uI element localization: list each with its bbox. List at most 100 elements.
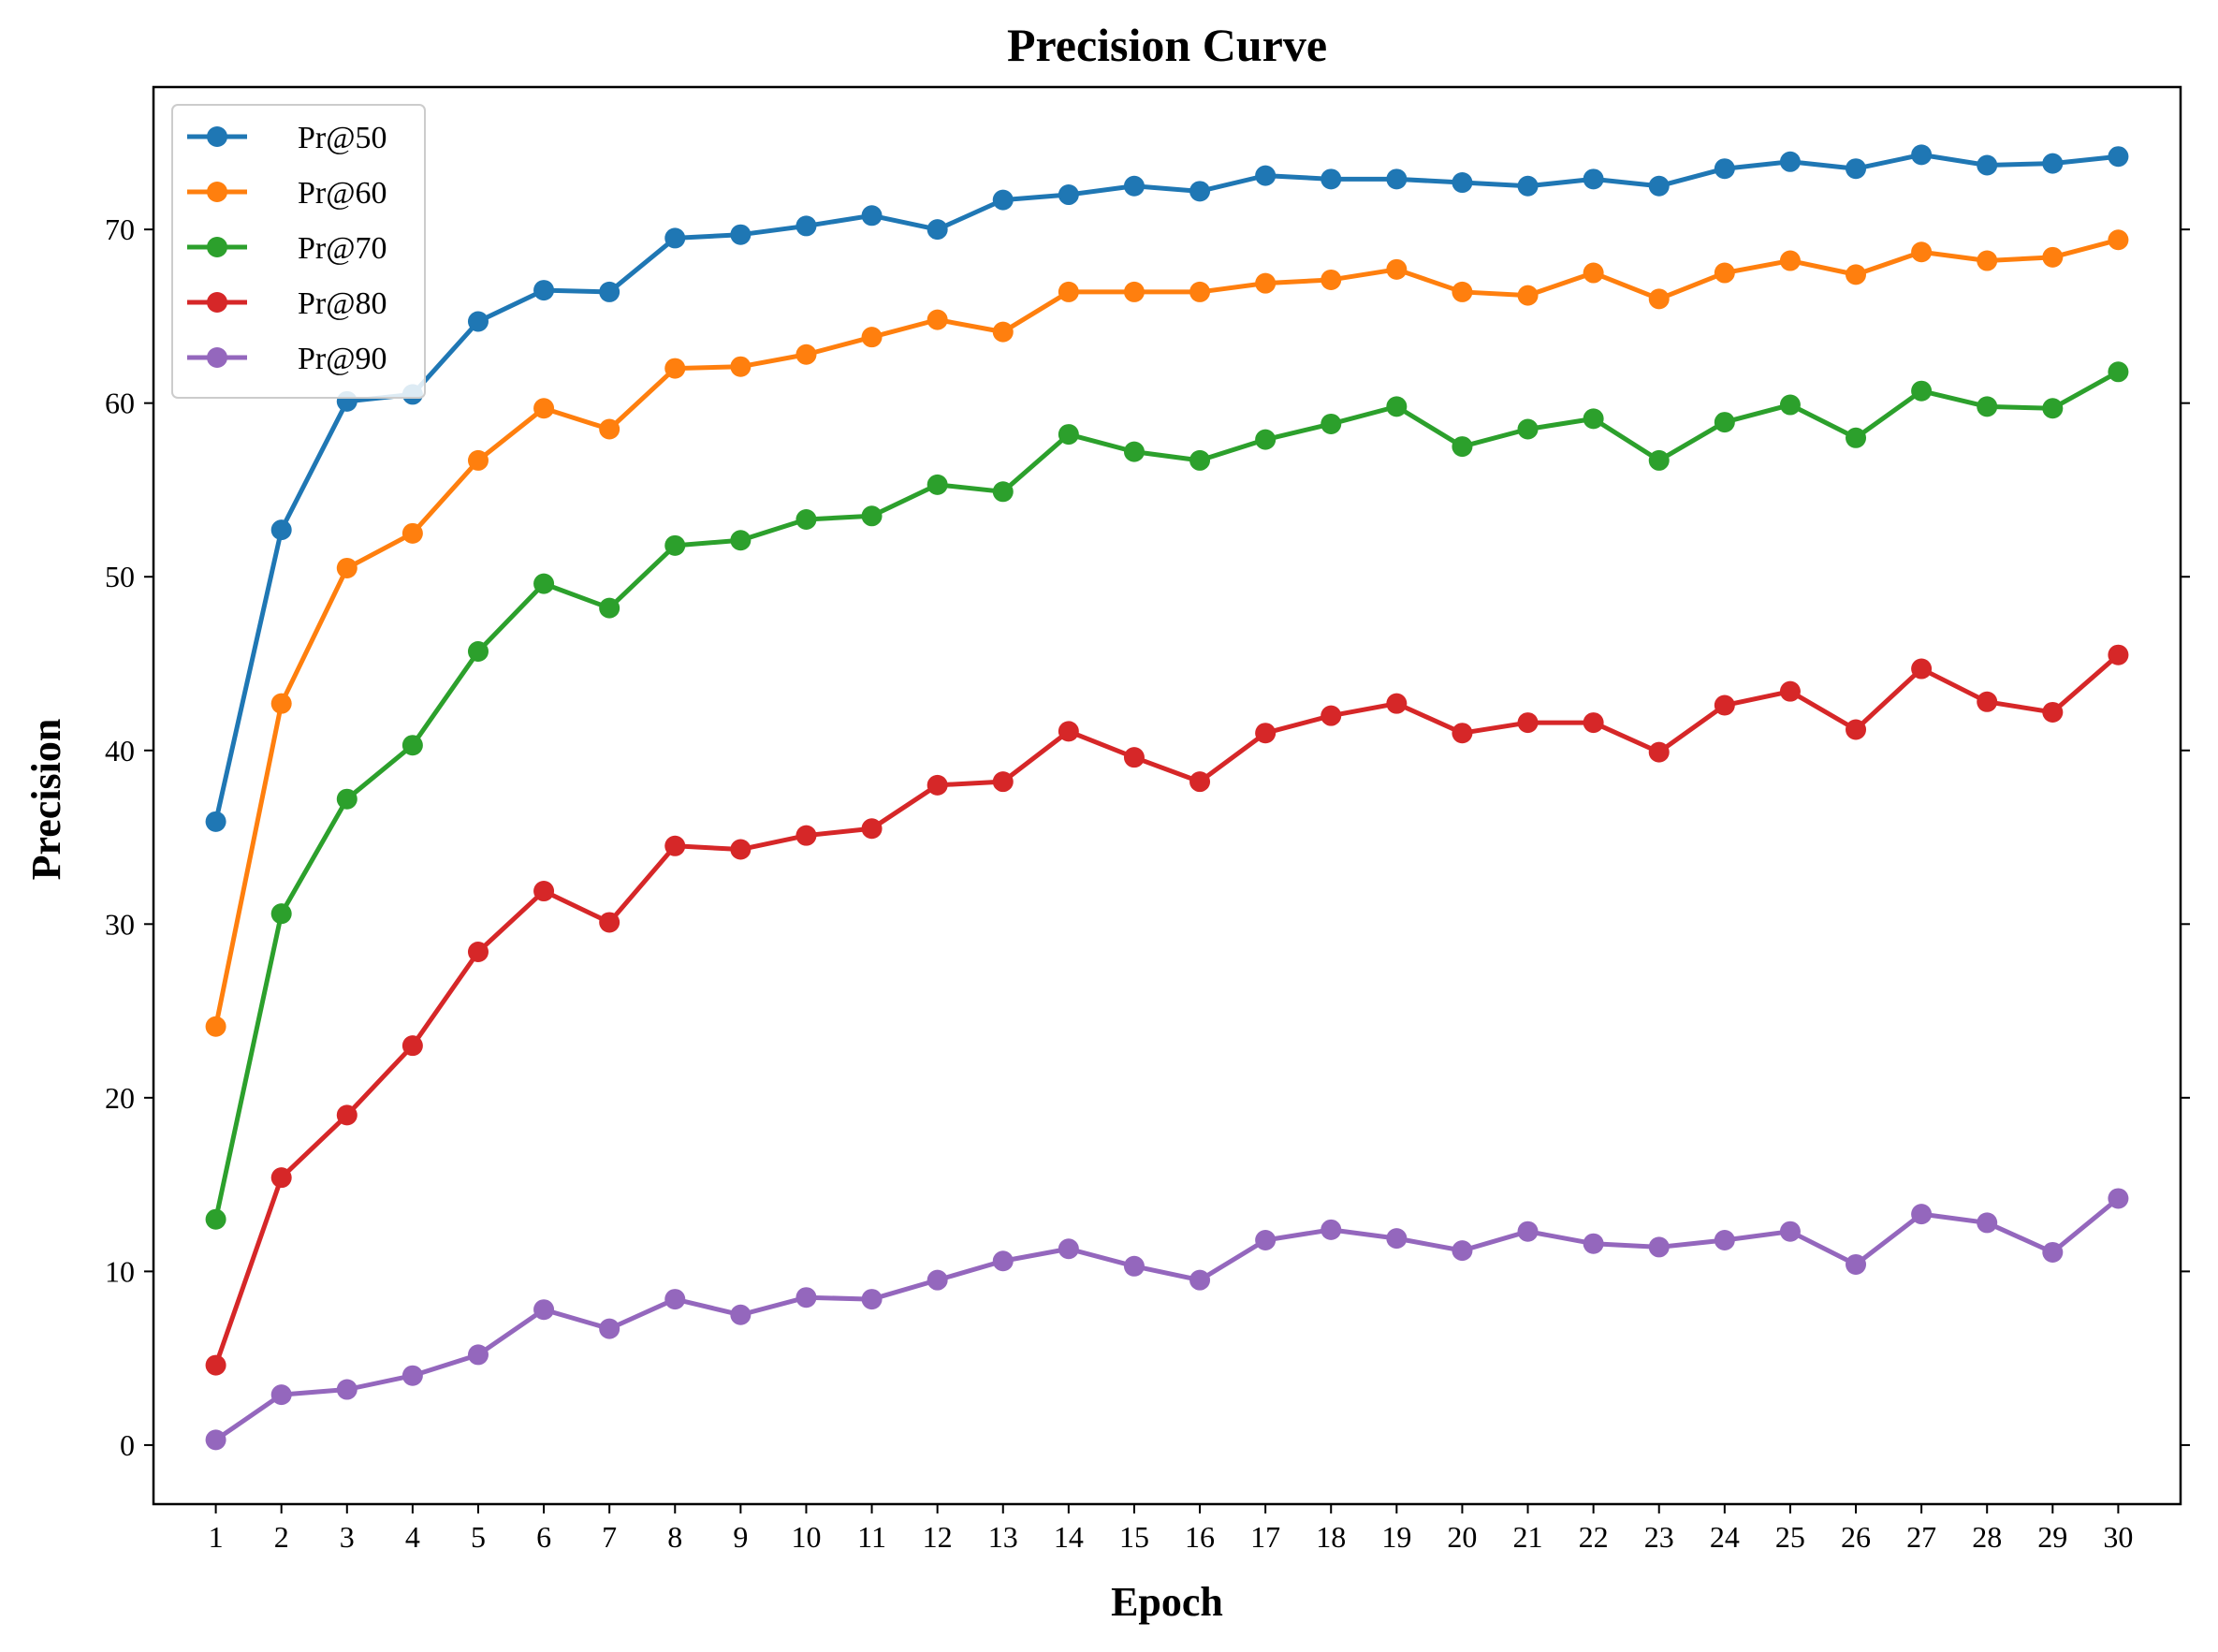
data-point: [730, 839, 751, 860]
data-point: [927, 219, 948, 241]
x-tick-label: 19: [1381, 1520, 1411, 1554]
data-point: [401, 735, 423, 756]
data-point: [1648, 288, 1670, 310]
series-lines: [205, 144, 2129, 1451]
data-point: [2042, 1241, 2064, 1263]
data-point: [1977, 250, 1998, 271]
legend-item: Pr@80: [187, 286, 387, 321]
series-line: [213, 152, 2121, 825]
legend-marker: [207, 126, 227, 147]
data-point: [2042, 398, 2064, 419]
data-point: [1386, 1228, 1408, 1250]
x-tick-label: 29: [2037, 1520, 2067, 1554]
series-line: [213, 1195, 2121, 1442]
legend-label: Pr@90: [298, 342, 387, 376]
data-point: [1846, 158, 1867, 180]
data-point: [1911, 241, 1933, 263]
data-point: [1779, 151, 1801, 172]
x-tick-label: 26: [1841, 1520, 1871, 1554]
series-Pr@80: [205, 644, 2129, 1376]
series-line: [213, 237, 2121, 1030]
data-point: [599, 912, 620, 933]
data-point: [927, 309, 948, 330]
data-point: [1123, 441, 1145, 462]
data-point: [2042, 701, 2064, 723]
legend: Pr@50 Pr@60 Pr@70 Pr@80 Pr@90: [171, 104, 426, 399]
data-point: [467, 449, 489, 471]
data-point: [1583, 408, 1604, 430]
legend-label: Pr@60: [298, 176, 387, 211]
data-point: [205, 1208, 226, 1230]
data-point: [205, 811, 226, 832]
x-tick-label: 20: [1447, 1520, 1477, 1554]
x-tick-label: 24: [1710, 1520, 1740, 1554]
plot-frame: [152, 85, 2182, 1506]
data-point: [1321, 168, 1342, 190]
data-point: [992, 481, 1014, 503]
data-point: [1779, 1221, 1801, 1242]
data-point: [1714, 412, 1735, 433]
axis-ticks: 1 2 3 4 5 6 7 8 9 10 11 12 13 14 15 16 17 18 19 20 21 22 23 24 2…: [105, 212, 2190, 1554]
data-point: [1189, 181, 1211, 202]
data-point: [795, 508, 817, 530]
data-point: [795, 1287, 817, 1308]
data-point: [1255, 165, 1277, 186]
data-point: [2108, 361, 2129, 383]
data-point: [1911, 658, 1933, 680]
data-point: [861, 505, 883, 527]
data-point: [1846, 1253, 1867, 1275]
data-point: [1058, 424, 1079, 446]
data-point: [992, 771, 1014, 793]
data-point: [1846, 719, 1867, 740]
data-point: [1321, 413, 1342, 434]
data-point: [1517, 1221, 1539, 1242]
data-point: [1583, 712, 1604, 734]
data-point: [1779, 680, 1801, 702]
data-point: [2042, 246, 2064, 268]
y-tick-label: 10: [105, 1254, 135, 1288]
y-tick-label: 30: [105, 907, 135, 941]
legend-item: Pr@60: [187, 176, 387, 211]
data-point: [1123, 175, 1145, 197]
y-tick-label: 50: [105, 560, 135, 593]
legend-marker: [207, 237, 227, 257]
x-tick-label: 8: [667, 1520, 682, 1554]
data-point: [1517, 285, 1539, 306]
data-point: [1846, 427, 1867, 448]
data-point: [205, 1429, 226, 1451]
x-tick-label: 9: [733, 1520, 748, 1554]
data-point: [2108, 1188, 2129, 1209]
data-point: [599, 597, 620, 619]
data-point: [1714, 694, 1735, 716]
data-point: [2108, 229, 2129, 251]
data-point: [1058, 184, 1079, 206]
x-tick-label: 27: [1906, 1520, 1936, 1554]
data-point: [533, 1299, 555, 1321]
series-line: [213, 652, 2121, 1368]
x-tick-label: 25: [1775, 1520, 1805, 1554]
data-point: [730, 356, 751, 377]
x-tick-label: 12: [923, 1520, 953, 1554]
data-point: [1189, 449, 1211, 471]
data-point: [401, 1035, 423, 1057]
data-point: [861, 205, 883, 227]
data-point: [1648, 741, 1670, 763]
data-point: [861, 1289, 883, 1310]
series-Pr@50: [205, 144, 2129, 832]
x-tick-label: 16: [1185, 1520, 1215, 1554]
data-point: [270, 1167, 292, 1189]
data-point: [795, 344, 817, 365]
data-point: [861, 327, 883, 348]
data-point: [1452, 723, 1473, 744]
data-point: [1517, 175, 1539, 197]
x-tick-label: 30: [2103, 1520, 2133, 1554]
x-tick-label: 3: [340, 1520, 355, 1554]
data-point: [467, 311, 489, 332]
data-point: [533, 573, 555, 594]
data-point: [1779, 394, 1801, 416]
data-point: [1255, 272, 1277, 294]
data-point: [664, 1289, 686, 1310]
data-point: [1714, 158, 1735, 180]
data-point: [927, 1269, 948, 1291]
